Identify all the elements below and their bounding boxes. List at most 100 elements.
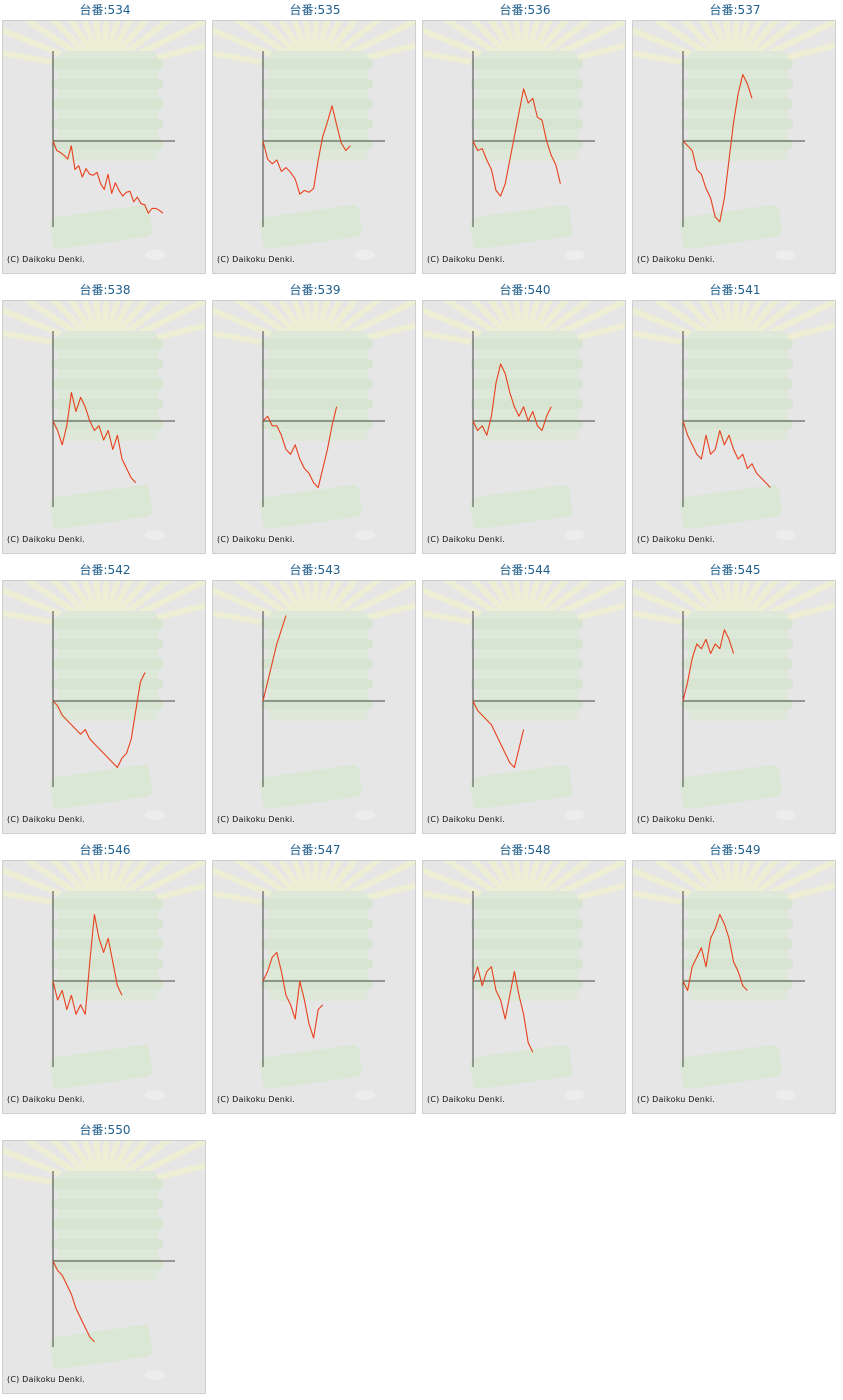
background-tray [50, 484, 152, 530]
background-band [261, 959, 373, 969]
background-coin [775, 810, 795, 820]
copyright-text: (C) Daikoku Denki. [7, 1375, 86, 1384]
background-ray [501, 301, 526, 353]
copyright-text: (C) Daikoku Denki. [427, 815, 506, 824]
copyright-text: (C) Daikoku Denki. [7, 1095, 86, 1104]
chart-frame: (C) Daikoku Denki. [2, 20, 206, 274]
background-tray [260, 484, 362, 530]
chart-frame: (C) Daikoku Denki. [632, 860, 836, 1114]
background-ray [92, 581, 106, 632]
background-ray [310, 861, 331, 912]
chart-cell: 台番:550 (C) Daikoku Denki. [0, 1120, 210, 1400]
background-ray [100, 21, 110, 72]
background-ray [722, 581, 736, 632]
background-band [471, 939, 583, 949]
line-chart [633, 21, 835, 260]
background-ray [100, 21, 133, 73]
background-ray [291, 861, 316, 913]
background-ray [520, 301, 553, 353]
background-ray [520, 581, 530, 632]
background-ray [291, 21, 316, 73]
background-band [681, 899, 793, 909]
background-band [51, 659, 163, 669]
series-line [472, 88, 561, 197]
series-line [262, 951, 324, 1039]
background-band [471, 679, 583, 689]
background-ray [310, 21, 320, 72]
background-coin [565, 1090, 585, 1100]
series-line [52, 672, 146, 769]
background-ray [100, 1141, 110, 1192]
background-band [261, 619, 373, 629]
machine-number-label: 台番:536 [499, 3, 551, 17]
background-ray [81, 21, 106, 73]
background-ray [730, 301, 751, 352]
background-ray [730, 301, 763, 353]
background-rays [213, 581, 415, 820]
series-line [682, 629, 735, 702]
series-line [52, 391, 137, 484]
background-band [51, 1239, 163, 1249]
background-ray [722, 861, 736, 912]
machine-number-label: 台番:540 [499, 283, 551, 297]
background-tray [50, 1044, 152, 1090]
background-ray [310, 301, 343, 353]
copyright-text: (C) Daikoku Denki. [217, 535, 296, 544]
line-chart [633, 581, 835, 820]
background-tray [260, 204, 362, 250]
background-tray [680, 1044, 782, 1090]
copyright-text: (C) Daikoku Denki. [7, 815, 86, 824]
series-line [262, 406, 338, 489]
background-ray [310, 21, 331, 72]
background-ray [730, 861, 751, 912]
background-band [261, 359, 373, 369]
background-ray [100, 861, 110, 912]
line-chart [213, 581, 415, 820]
background-ray [100, 861, 121, 912]
background-ray [730, 581, 751, 632]
background-band [681, 639, 793, 649]
background-rays [3, 1141, 205, 1380]
background-ray [501, 861, 526, 913]
background-tray [470, 484, 572, 530]
background-band [51, 619, 163, 629]
machine-number-label: 台番:547 [289, 843, 341, 857]
chart-cell: 台番:541 (C) Daikoku Denki. [630, 280, 840, 560]
background-band [471, 639, 583, 649]
line-chart [423, 581, 625, 820]
background-coin [355, 530, 375, 540]
background-ray [520, 581, 541, 632]
chart-cell: 台番:535 (C) Daikoku Denki. [210, 0, 420, 280]
chart-cell: 台番:546 (C) Daikoku Denki. [0, 840, 210, 1120]
background-band [471, 919, 583, 929]
background-band [681, 79, 793, 89]
background-band [471, 959, 583, 969]
background-band [681, 959, 793, 969]
chart-frame: (C) Daikoku Denki. [212, 580, 416, 834]
background-band [51, 59, 163, 69]
background-ray [302, 861, 316, 912]
background-tray [260, 764, 362, 810]
series-line [262, 105, 351, 195]
background-ray [302, 21, 316, 72]
background-rays [3, 301, 205, 540]
copyright-text: (C) Daikoku Denki. [637, 815, 716, 824]
series-line [52, 140, 164, 214]
copyright-text: (C) Daikoku Denki. [7, 535, 86, 544]
background-ray [730, 21, 763, 73]
background-ray [302, 301, 316, 352]
background-ray [520, 21, 530, 72]
background-band [681, 659, 793, 669]
background-coin [565, 810, 585, 820]
chart-frame: (C) Daikoku Denki. [212, 20, 416, 274]
copyright-text: (C) Daikoku Denki. [637, 1095, 716, 1104]
chart-frame: (C) Daikoku Denki. [212, 860, 416, 1114]
background-rays [633, 581, 835, 820]
chart-frame: (C) Daikoku Denki. [2, 860, 206, 1114]
background-band [471, 59, 583, 69]
background-band [681, 359, 793, 369]
background-rays [213, 301, 415, 540]
background-band [261, 939, 373, 949]
copyright-text: (C) Daikoku Denki. [217, 255, 296, 264]
background-band [471, 399, 583, 409]
